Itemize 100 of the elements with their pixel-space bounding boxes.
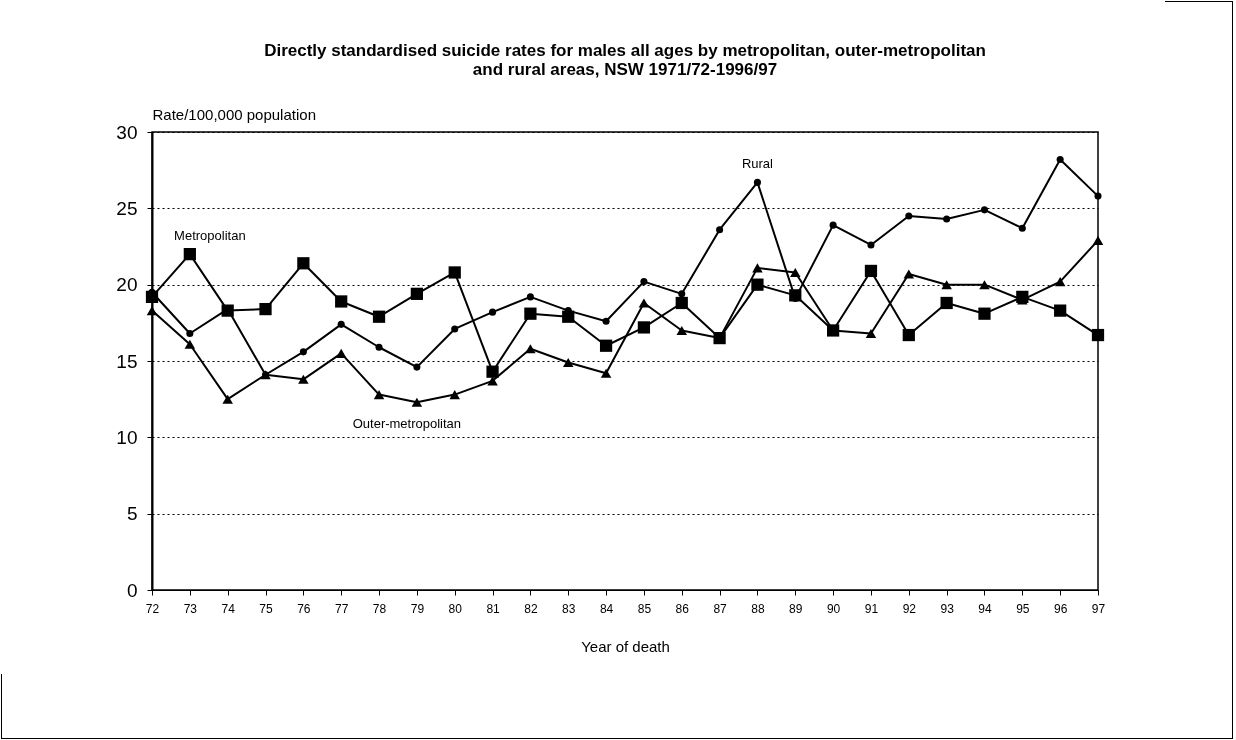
point (1018, 224, 1026, 232)
y-tick-label: 25 (116, 197, 138, 219)
point (1054, 277, 1066, 287)
x-tick-label: 92 (902, 601, 917, 616)
point (943, 215, 951, 223)
x-tick-label: 84 (599, 601, 614, 616)
x-tick-label: 79 (410, 601, 425, 616)
text: Directly standardised suicide rates for males all ages by metropolitan, outer-metropolitan (264, 41, 986, 60)
y-tick-label: 15 (116, 350, 138, 372)
point (1054, 304, 1067, 317)
point (676, 325, 687, 336)
point (829, 221, 837, 229)
x-tick-label: 80 (448, 601, 463, 616)
point (716, 226, 724, 234)
y-tick-label: 30 (116, 121, 138, 143)
point (526, 293, 534, 301)
x-tick-label: 82 (524, 601, 538, 616)
point (486, 365, 499, 378)
point (410, 287, 423, 300)
x-tick-label: 73 (183, 601, 198, 616)
point (372, 310, 386, 323)
point (146, 306, 158, 316)
point (448, 266, 461, 279)
x-tick-label: 74 (221, 601, 236, 616)
x-tick-label: 93 (940, 601, 955, 616)
point (905, 212, 913, 220)
point (979, 280, 990, 290)
point (186, 329, 194, 338)
point (184, 339, 196, 349)
x-tick-label: 87 (713, 601, 728, 616)
point (1092, 235, 1104, 245)
point (298, 374, 309, 384)
point (678, 290, 686, 298)
point (675, 296, 688, 310)
x-tick-label: 72 (145, 601, 160, 616)
point (751, 278, 764, 291)
y-axis-title: Rate/100,000 population (152, 105, 316, 123)
x-tick-label: 85 (637, 601, 652, 616)
point (1091, 328, 1105, 342)
x-tick-label: 89 (789, 601, 803, 616)
point (940, 296, 953, 310)
series-label: Rural (741, 156, 774, 172)
point (335, 295, 348, 308)
text: and rural areas, NSW 1971/72-1996/97 (472, 60, 778, 79)
x-tick-label: 90 (826, 601, 841, 616)
point (524, 307, 537, 320)
point (978, 307, 991, 320)
point (375, 343, 383, 351)
x-tick-label: 94 (978, 601, 992, 616)
x-tick-label: 96 (1053, 601, 1068, 616)
point (752, 263, 763, 273)
point (297, 257, 310, 270)
point (335, 348, 347, 358)
point (600, 368, 612, 378)
point (638, 298, 650, 308)
point (489, 308, 497, 316)
x-tick-label: 75 (259, 601, 274, 616)
point (222, 394, 233, 404)
y-tick-label: 5 (126, 503, 138, 525)
point (980, 206, 989, 214)
point (563, 357, 574, 368)
series-label: Metropolitan (174, 228, 246, 244)
point (753, 178, 761, 186)
point (602, 317, 610, 325)
x-tick-label: 86 (675, 601, 690, 616)
point (413, 363, 421, 371)
x-tick-label: 88 (751, 601, 765, 616)
point (337, 320, 345, 328)
x-tick-label: 91 (864, 601, 879, 616)
point (183, 248, 196, 261)
x-tick-label: 95 (1016, 601, 1030, 616)
point (902, 328, 915, 342)
point (903, 269, 915, 279)
point (1094, 192, 1102, 200)
x-tick-label: 77 (335, 601, 349, 616)
point (637, 321, 651, 334)
point (599, 339, 613, 352)
y-tick-label: 10 (116, 426, 138, 448)
point (373, 390, 385, 400)
point (640, 278, 648, 286)
point (451, 325, 459, 333)
point (449, 390, 460, 400)
x-tick-label: 78 (372, 601, 387, 616)
x-tick-label: 97 (1091, 601, 1106, 616)
x-tick-label: 83 (562, 601, 576, 616)
point (867, 241, 875, 249)
point (790, 267, 801, 277)
point (864, 264, 878, 278)
x-tick-label: 76 (297, 601, 311, 616)
x-tick-label: 81 (486, 601, 501, 616)
point (259, 302, 272, 316)
point (1056, 155, 1064, 164)
y-tick-label: 0 (126, 579, 138, 601)
point (525, 344, 536, 354)
series-label: Outer-metropolitan (352, 416, 462, 432)
x-axis-title: Year of death (581, 637, 670, 655)
point (299, 348, 307, 356)
y-tick-label: 20 (116, 274, 138, 296)
point (411, 397, 423, 407)
point (487, 376, 498, 386)
